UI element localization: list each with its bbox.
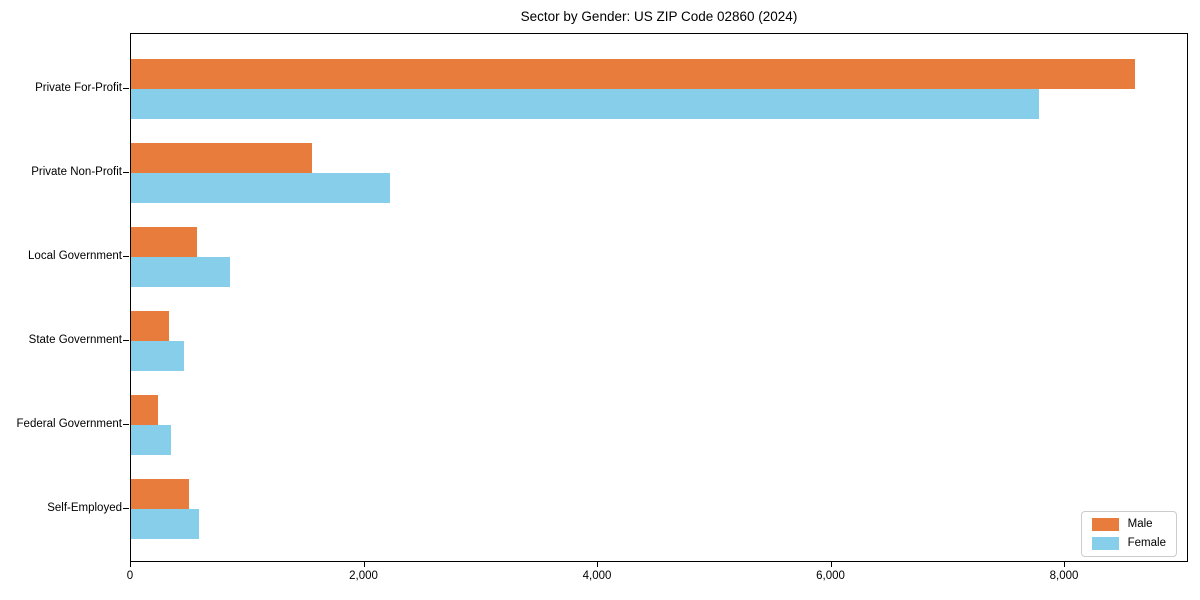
x-tick-label: 4,000 [582, 570, 612, 582]
bar-male-5 [131, 395, 158, 425]
bar-male-4 [131, 311, 169, 341]
x-tick-mark [597, 562, 599, 567]
y-axis-label: Local Government [28, 250, 122, 262]
bar-female-3 [131, 257, 231, 287]
x-tick-mark [363, 562, 365, 567]
legend-label: Male [1127, 518, 1153, 530]
x-tick-mark [1064, 562, 1066, 567]
x-tick-mark [130, 562, 132, 567]
y-tick-mark [123, 340, 129, 342]
legend: Male Female [1080, 511, 1177, 557]
y-tick-mark [123, 508, 129, 510]
plot-area: Male Female [130, 33, 1188, 562]
chart-title: Sector by Gender: US ZIP Code 02860 (202… [520, 9, 798, 24]
bar-female-5 [131, 425, 171, 455]
x-tick-label: 8,000 [1049, 570, 1079, 582]
y-tick-mark [123, 88, 129, 90]
y-tick-mark [123, 424, 129, 426]
y-axis-label: Private For-Profit [35, 82, 122, 94]
y-tick-mark [123, 172, 129, 174]
legend-entry-male: Male [1091, 518, 1166, 531]
bar-male-1 [131, 59, 1136, 89]
bar-female-2 [131, 173, 391, 203]
y-axis-label: Private Non-Profit [31, 166, 122, 178]
y-axis-label: Federal Government [16, 418, 122, 430]
x-tick-label: 2,000 [349, 570, 378, 582]
y-tick-mark [123, 256, 129, 258]
bar-male-6 [131, 479, 190, 509]
legend-entry-female: Female [1091, 537, 1166, 550]
x-tick-label: 6,000 [816, 570, 845, 582]
bar-female-1 [131, 89, 1040, 119]
bar-male-2 [131, 143, 312, 173]
legend-label: Female [1127, 537, 1166, 549]
bar-female-4 [131, 341, 185, 371]
x-tick-label: 0 [126, 570, 134, 582]
legend-swatch-male [1091, 518, 1119, 531]
x-tick-mark [830, 562, 832, 567]
legend-swatch-female [1091, 537, 1119, 550]
y-axis-label: State Government [28, 334, 122, 346]
bar-female-6 [131, 509, 200, 539]
y-axis-label: Self-Employed [47, 502, 122, 514]
bar-male-3 [131, 227, 197, 257]
